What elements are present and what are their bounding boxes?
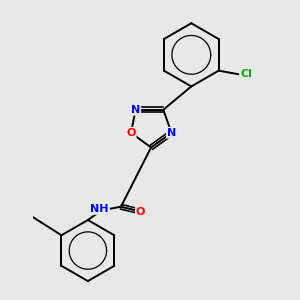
Text: O: O [126,128,136,138]
Text: N: N [167,128,176,138]
Text: O: O [136,207,146,217]
Text: N: N [131,105,140,115]
Text: Cl: Cl [240,69,252,79]
Text: NH: NH [91,204,109,214]
